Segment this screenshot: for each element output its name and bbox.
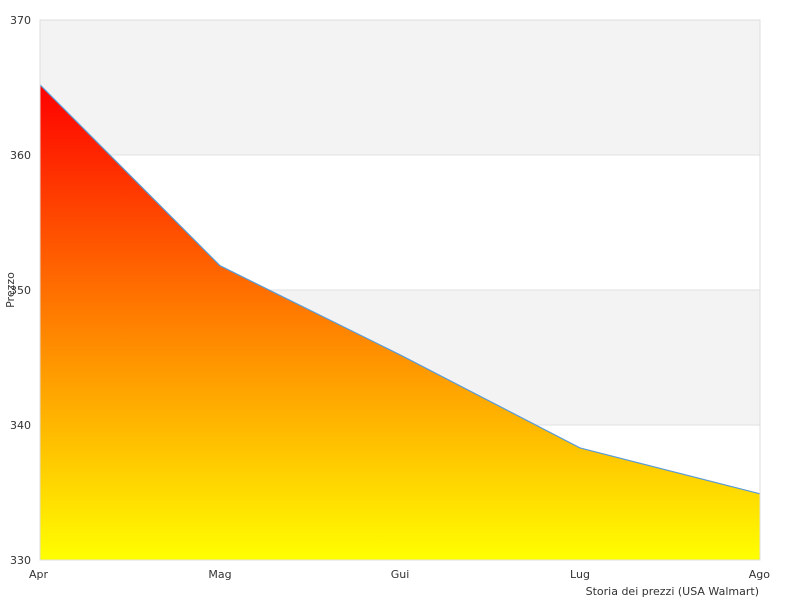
x-axis-title: Storia dei prezzi (USA Walmart) <box>586 585 759 598</box>
y-tick-label: 340 <box>10 419 31 432</box>
y-tick-label: 360 <box>10 149 31 162</box>
x-tick-label: Ago <box>749 568 771 581</box>
y-axis-ticks: 330 340 350 360 370 <box>10 14 31 567</box>
x-axis-ticks: Apr Mag Gui Lug Ago <box>29 568 770 581</box>
y-tick-label: 330 <box>10 554 31 567</box>
x-tick-label: Mag <box>208 568 231 581</box>
x-tick-label: Lug <box>570 568 590 581</box>
y-tick-label: 350 <box>10 284 31 297</box>
y-tick-label: 370 <box>10 14 31 27</box>
x-tick-label: Gui <box>391 568 410 581</box>
plot-frame <box>39 19 761 561</box>
price-area <box>40 84 760 561</box>
y-axis-title: Prezzo <box>4 272 17 308</box>
price-line <box>39 84 761 495</box>
grid-band <box>40 20 760 155</box>
x-tick-label: Apr <box>29 568 49 581</box>
